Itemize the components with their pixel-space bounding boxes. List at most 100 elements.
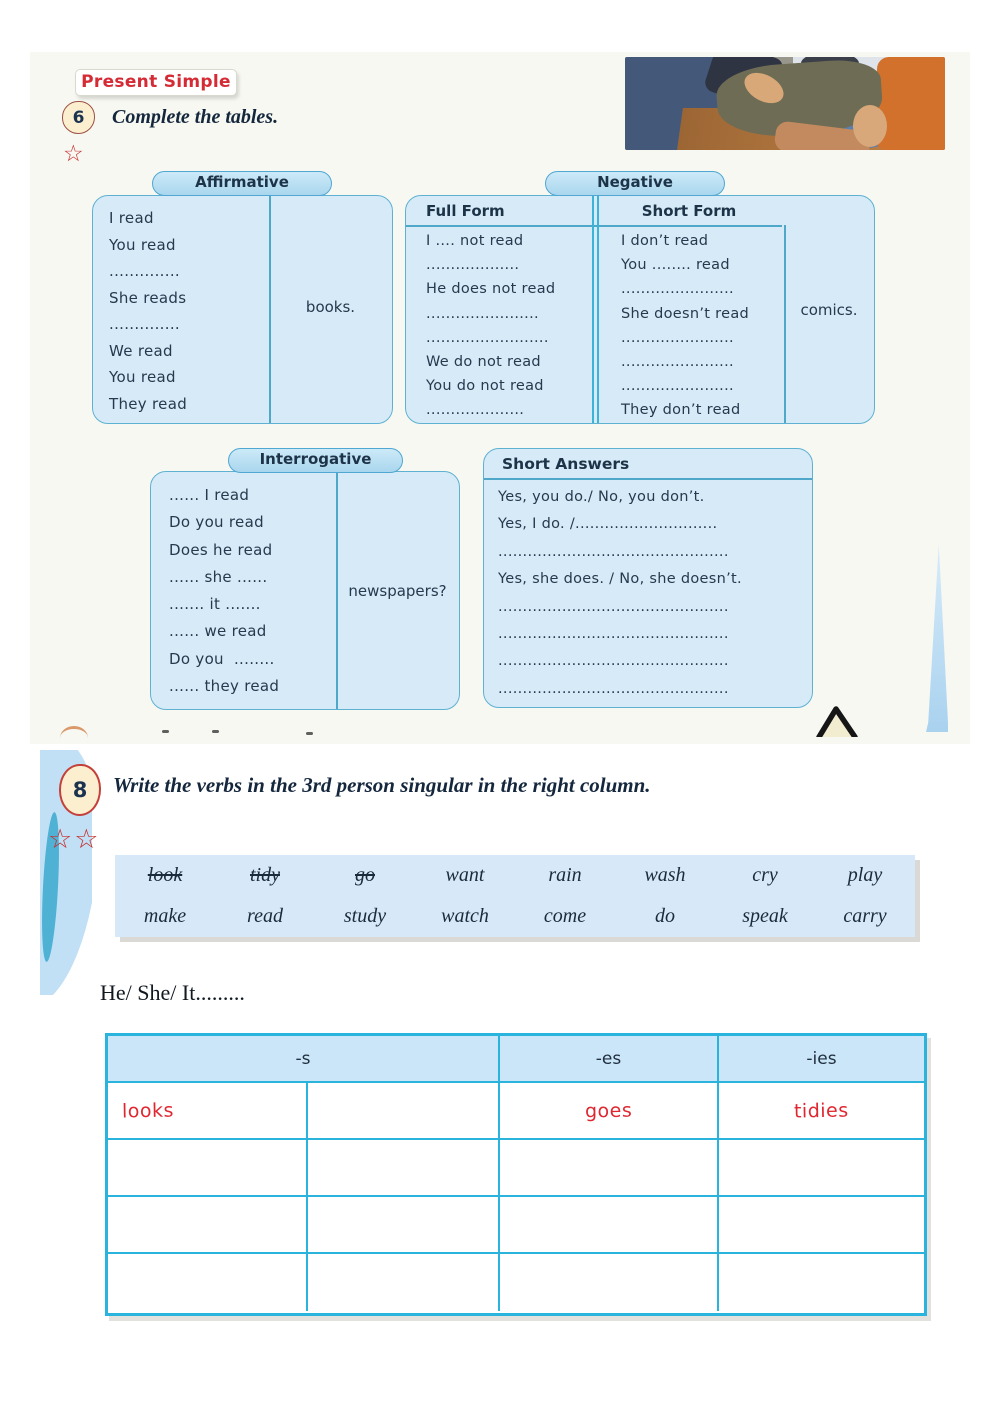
difficulty-star-icon: ☆ xyxy=(63,141,84,167)
table-row: You ........ read xyxy=(621,257,730,274)
table-row-blank: ....................... xyxy=(621,329,734,346)
word-bank-item: wash xyxy=(644,864,686,886)
table-cell-empty xyxy=(500,1197,719,1253)
table-row: Yes, you do./ No, you don’t. xyxy=(498,489,705,505)
difficulty-stars-icon: ☆☆ xyxy=(48,824,101,855)
column-divider xyxy=(784,225,786,423)
table-row: I don’t read xyxy=(621,233,709,249)
column-header-ies: -ies xyxy=(806,1048,837,1069)
header-underline xyxy=(484,478,812,480)
table-row-blank: ...... I read xyxy=(169,486,250,504)
word-bank-item: play xyxy=(847,864,883,886)
cropped-text-remnant xyxy=(306,732,313,735)
table-row: He does not read xyxy=(426,281,556,298)
cropped-circle-remnant xyxy=(60,726,88,738)
table-row: I .... not read xyxy=(426,233,524,249)
table-row: You read xyxy=(109,368,176,386)
table-cell-empty xyxy=(500,1140,719,1196)
column-divider xyxy=(597,196,599,423)
cropped-text-remnant xyxy=(162,730,169,733)
full-form-rows: I .... not read ................... He d… xyxy=(426,229,555,423)
word-bank-item: rain xyxy=(548,864,582,886)
section-label-present-simple: Present Simple xyxy=(75,69,237,96)
table-row-blank: ....................... xyxy=(426,305,539,322)
word-bank-item: tidy xyxy=(250,864,280,886)
handwritten-answer: tidies xyxy=(793,1099,850,1123)
handwritten-answer: goes xyxy=(584,1099,633,1122)
photo-children-sitting xyxy=(625,57,945,150)
table-cell-empty xyxy=(719,1254,924,1311)
word-bank-item: carry xyxy=(843,905,887,927)
word-bank: look tidy go want rain wash cry play mak… xyxy=(115,855,915,937)
verb-sorting-table: -s -es -ies looks goes tidies xyxy=(105,1033,927,1316)
table-row-blank: ....................... xyxy=(621,378,734,395)
exercise-8-number: 8 xyxy=(59,764,101,816)
short-answers-table: Short Answers Yes, you do./ No, you don’… xyxy=(483,448,813,708)
table-row-blank: ...... she ...... xyxy=(169,567,268,586)
table-row-blank: ...... they read xyxy=(169,677,280,696)
table-row-blank: ........................................… xyxy=(498,598,729,615)
affirmative-rows: I read You read .............. She reads… xyxy=(109,205,187,417)
short-answers-header: Short Answers xyxy=(502,455,630,473)
table-row-blank: ....................... xyxy=(621,281,734,298)
table-cell: goes xyxy=(500,1083,719,1139)
exercise-6-number: 6 xyxy=(62,101,95,134)
interrogative-rows: ...... I read Do you read Does he read .… xyxy=(169,482,279,700)
table-row: I read xyxy=(109,209,154,227)
table-row: Do you read xyxy=(169,513,264,532)
cropped-text-remnant xyxy=(212,730,219,733)
table-row: She doesn’t read xyxy=(621,305,750,322)
exercise-8-title: Write the verbs in the 3rd person singul… xyxy=(113,773,651,797)
table-cell-empty xyxy=(108,1140,308,1196)
table-row-blank: ......................... xyxy=(426,329,549,346)
column-divider xyxy=(269,196,271,423)
header-underline xyxy=(406,225,782,227)
photo-shape xyxy=(853,105,887,147)
table-row-blank: ....... it ....... xyxy=(169,595,261,614)
table-row-blank: ........................................… xyxy=(498,653,729,670)
word-bank-item: want xyxy=(445,864,485,886)
interrogative-table: ...... I read Do you read Does he read .… xyxy=(150,471,460,710)
table-cell-empty xyxy=(308,1197,500,1253)
table-cell-empty xyxy=(108,1197,308,1253)
column-divider xyxy=(336,472,338,709)
table-row-blank: Do you ........ xyxy=(169,649,275,668)
table-header-row: -s -es -ies xyxy=(108,1036,924,1083)
exercise-6-title: Complete the tables. xyxy=(112,106,279,128)
table-row: looks goes tidies xyxy=(108,1083,924,1141)
table-row-blank: ........................................… xyxy=(498,626,729,643)
table-row-blank: .............. xyxy=(109,315,180,333)
table-cell-empty xyxy=(108,1254,308,1312)
word-bank-item: study xyxy=(343,905,387,927)
short-form-header: Short Form xyxy=(641,202,737,220)
short-form-rows: I don’t read You ........ read .........… xyxy=(621,229,749,423)
word-bank-item: do xyxy=(655,905,675,927)
table-cell-empty xyxy=(308,1254,500,1312)
table-row-blank: .............. xyxy=(109,262,180,280)
table-cell-empty xyxy=(308,1140,500,1196)
table-row: We read xyxy=(109,341,173,360)
table-row-blank: ........................................… xyxy=(498,680,729,697)
negative-table: Full Form Short Form I .... not read ...… xyxy=(405,195,875,424)
pencil-tip-icon xyxy=(814,701,860,740)
table-row: We do not read xyxy=(426,354,541,371)
table-cell: looks xyxy=(108,1083,308,1139)
table-row: Yes, she does. / No, she doesn’t. xyxy=(498,571,742,588)
handwritten-answer: looks xyxy=(121,1099,175,1122)
tab-affirmative: Affirmative xyxy=(152,171,332,196)
object-word: comics. xyxy=(800,301,858,319)
table-row xyxy=(108,1140,924,1198)
tab-interrogative: Interrogative xyxy=(228,448,403,473)
word-bank-item: speak xyxy=(742,905,788,927)
table-row xyxy=(108,1197,924,1255)
word-bank-item: cry xyxy=(752,864,778,886)
prompt-he-she-it: He/ She/ It......... xyxy=(100,980,245,1005)
object-word: books. xyxy=(305,298,356,316)
word-bank-item: go xyxy=(355,864,375,886)
word-bank-item: come xyxy=(543,905,587,927)
table-row xyxy=(108,1254,924,1312)
full-form-header: Full Form xyxy=(426,202,505,220)
photo-shape xyxy=(877,57,945,150)
table-cell-empty xyxy=(719,1197,924,1252)
word-bank-item: read xyxy=(247,905,283,927)
